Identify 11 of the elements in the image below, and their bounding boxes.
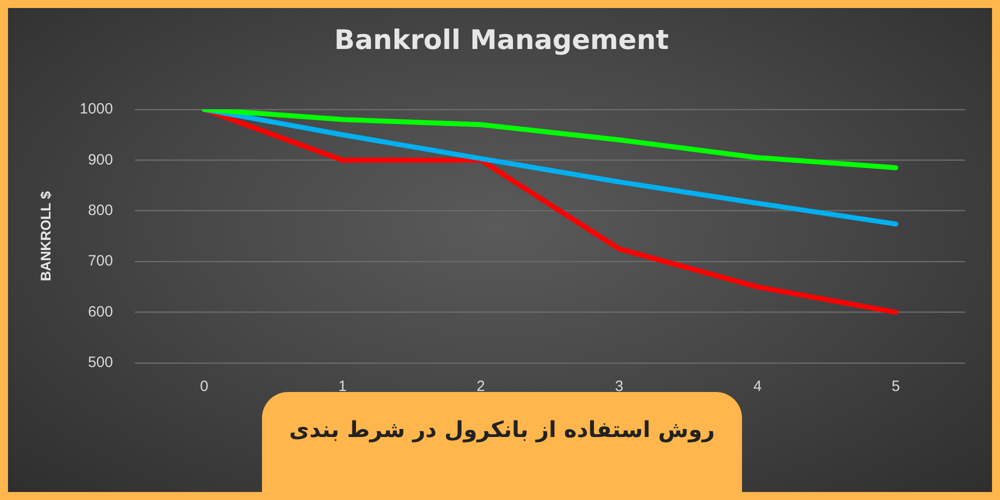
x-tick-label: 5 bbox=[892, 378, 900, 396]
x-tick-label: 0 bbox=[200, 378, 208, 396]
y-tick-label: 800 bbox=[88, 202, 113, 219]
chart-title: Bankroll Management bbox=[334, 25, 669, 56]
y-axis-title: BANKROLL $ bbox=[37, 191, 54, 282]
y-tick-label: 600 bbox=[88, 303, 113, 320]
y-tick-label: 500 bbox=[88, 354, 113, 372]
y-tick-label: 700 bbox=[88, 252, 113, 270]
y-tick-label: 1000 bbox=[80, 100, 113, 118]
y-tick-label: 900 bbox=[88, 151, 113, 168]
x-tick-label: 4 bbox=[753, 378, 762, 396]
